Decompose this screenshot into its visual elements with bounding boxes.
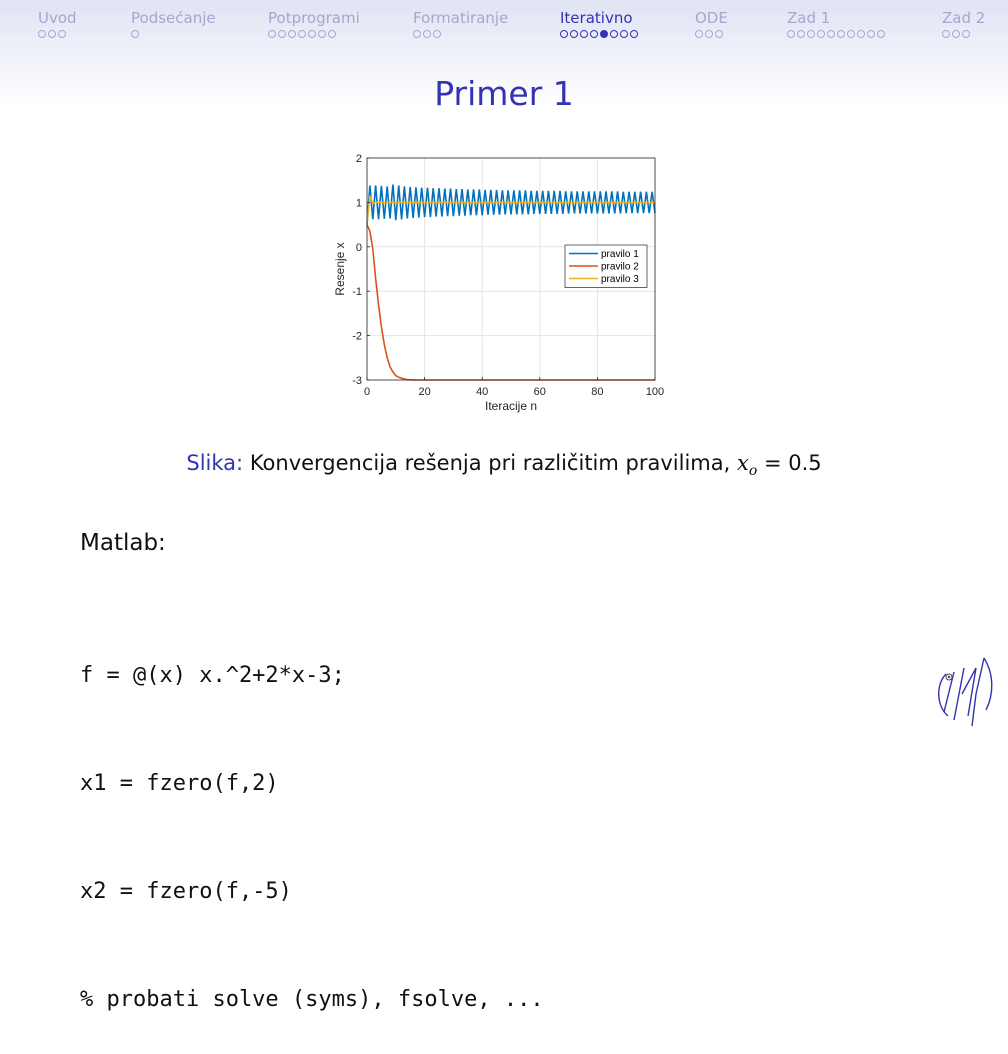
y-tick-label: -3: [352, 375, 362, 387]
nav-dot[interactable]: [288, 30, 296, 38]
nav-dot[interactable]: [318, 30, 326, 38]
nav-section[interactable]: Formatiranje: [413, 9, 508, 38]
nav-section[interactable]: Zad 1: [787, 9, 885, 38]
y-tick-label: -2: [352, 331, 362, 343]
nav-section-label[interactable]: Zad 1: [787, 9, 831, 27]
nav-section[interactable]: Iterativno: [560, 9, 638, 38]
x-tick-label: 40: [476, 386, 488, 398]
x-tick-label: 20: [418, 386, 430, 398]
nav-dot[interactable]: [962, 30, 970, 38]
nav-section[interactable]: Podsećanje: [131, 9, 216, 38]
nav-dot[interactable]: [560, 30, 568, 38]
figure-caption: Slika: Konvergencija rešenja pri različi…: [0, 451, 1008, 479]
nav-dot[interactable]: [877, 30, 885, 38]
caption-prefix: Slika:: [186, 451, 244, 475]
series-line-1: [366, 184, 656, 225]
nav-dot[interactable]: [715, 30, 723, 38]
nav-section-label[interactable]: Iterativno: [560, 9, 633, 27]
code-line: % probati solve (syms), fsolve, ...: [80, 987, 544, 1012]
y-tick-label: 0: [356, 242, 362, 254]
nav-dot[interactable]: [867, 30, 875, 38]
nav-dot[interactable]: [630, 30, 638, 38]
nav-dots: [413, 30, 508, 38]
matlab-label: Matlab:: [80, 530, 166, 556]
x-tick-label: 60: [534, 386, 546, 398]
nav-section[interactable]: Zad 2: [942, 9, 985, 38]
nav-dot[interactable]: [58, 30, 66, 38]
caption-equation: = 0.5: [763, 451, 822, 475]
caption-var-sub: o: [748, 463, 758, 480]
nav-section-label[interactable]: Uvod: [38, 9, 77, 27]
nav-dots: [268, 30, 360, 38]
convergence-chart: 0 20 40 60 80 100 -3 -2 -1 0 1 2 Iteracije n Resenje …: [333, 153, 664, 413]
nav-section-label[interactable]: Podsećanje: [131, 9, 216, 27]
y-tick-label: -1: [352, 286, 362, 298]
nav-dot[interactable]: [328, 30, 336, 38]
code-block: f = @(x) x.^2+2*x-3; x1 = fzero(f,2) x2 …: [80, 586, 544, 1054]
legend-label: pravilo 1: [601, 249, 639, 260]
nav-section[interactable]: Potprogrami: [268, 9, 360, 38]
nav-dot[interactable]: [48, 30, 56, 38]
x-axis-label: Iteracije n: [485, 399, 537, 413]
nav-section-label[interactable]: Zad 2: [942, 9, 986, 27]
plot-frame: [366, 157, 656, 381]
nav-section-label[interactable]: Formatiranje: [413, 9, 509, 27]
nav-dot[interactable]: [610, 30, 618, 38]
nav-dot[interactable]: [131, 30, 139, 38]
y-tick-label: 2: [356, 153, 362, 165]
nav-dot[interactable]: [278, 30, 286, 38]
nav-dot[interactable]: [952, 30, 960, 38]
code-line: f = @(x) x.^2+2*x-3;: [80, 663, 345, 688]
nav-dot[interactable]: [817, 30, 825, 38]
code-line: x1 = fzero(f,2): [80, 771, 279, 796]
nav-dot[interactable]: [580, 30, 588, 38]
nav-dot[interactable]: [857, 30, 865, 38]
nav-dot[interactable]: [413, 30, 421, 38]
legend-label: pravilo 3: [601, 274, 639, 285]
nav-dot[interactable]: [423, 30, 431, 38]
navigation-bar: [0, 0, 1008, 105]
nav-dot[interactable]: [787, 30, 795, 38]
nav-dot[interactable]: [827, 30, 835, 38]
nav-dots: [131, 30, 216, 38]
nav-dot[interactable]: [837, 30, 845, 38]
series-line-3: [366, 195, 655, 225]
y-tick-label: 1: [356, 197, 362, 209]
caption-text: Konvergencija rešenja pri različitim pra…: [249, 451, 731, 475]
nav-dot[interactable]: [695, 30, 703, 38]
nav-dots: [560, 30, 638, 38]
nav-section[interactable]: ODE: [695, 9, 728, 38]
university-logo: [938, 657, 993, 727]
caption-var-x: x: [736, 451, 749, 475]
slide-title: Primer 1: [434, 74, 574, 113]
y-axis-label: Resenje x: [333, 242, 347, 295]
nav-dot[interactable]: [807, 30, 815, 38]
code-line: x2 = fzero(f,-5): [80, 879, 292, 904]
nav-dots: [695, 30, 728, 38]
nav-dots: [38, 30, 77, 38]
nav-section-label[interactable]: ODE: [695, 9, 728, 27]
nav-dot[interactable]: [298, 30, 306, 38]
nav-dot[interactable]: [590, 30, 598, 38]
nav-dot[interactable]: [847, 30, 855, 38]
nav-dot[interactable]: [797, 30, 805, 38]
nav-dot[interactable]: [570, 30, 578, 38]
nav-dot[interactable]: [600, 30, 608, 38]
nav-dot[interactable]: [433, 30, 441, 38]
nav-dot[interactable]: [620, 30, 628, 38]
x-tick-label: 100: [646, 386, 664, 398]
x-tick-label: 80: [591, 386, 603, 398]
nav-dots: [942, 30, 985, 38]
caption-variable: xo: [736, 451, 757, 479]
nav-section[interactable]: Uvod: [38, 9, 77, 38]
nav-dot[interactable]: [38, 30, 46, 38]
x-tick-label: 0: [364, 386, 370, 398]
nav-dots: [787, 30, 885, 38]
legend-label: pravilo 2: [601, 262, 639, 273]
nav-dot[interactable]: [942, 30, 950, 38]
nav-dot[interactable]: [268, 30, 276, 38]
nav-section-label[interactable]: Potprogrami: [268, 9, 360, 27]
nav-dot[interactable]: [308, 30, 316, 38]
nav-dot[interactable]: [705, 30, 713, 38]
